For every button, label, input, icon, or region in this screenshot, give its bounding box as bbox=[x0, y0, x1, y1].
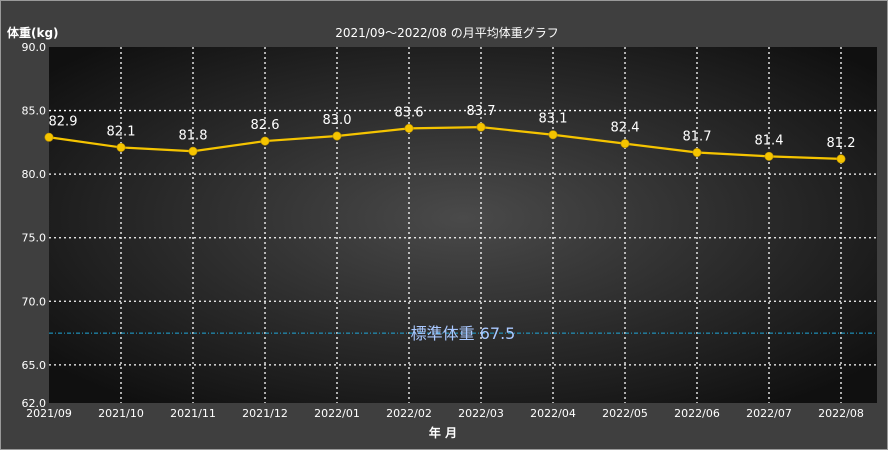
plot-area bbox=[49, 47, 877, 403]
y-tick-label: 62.0 bbox=[22, 397, 47, 410]
data-point bbox=[764, 151, 774, 161]
standard-weight-reference: 標準体重 67.5 bbox=[49, 324, 877, 343]
data-point bbox=[116, 142, 126, 152]
x-tick-label: 2022/03 bbox=[458, 407, 504, 420]
data-label: 81.7 bbox=[683, 130, 712, 145]
data-point bbox=[476, 122, 486, 132]
data-label: 83.6 bbox=[395, 105, 424, 120]
data-label: 82.1 bbox=[107, 124, 136, 139]
data-point bbox=[692, 148, 702, 158]
x-tick-label: 2022/08 bbox=[818, 407, 864, 420]
y-tick-label: 80.0 bbox=[22, 168, 47, 181]
data-point bbox=[620, 139, 630, 149]
chart-title: 2021/09～2022/08 の月平均体重グラフ bbox=[335, 26, 559, 40]
x-axis-label: 年 月 bbox=[429, 425, 457, 440]
data-point bbox=[188, 146, 198, 156]
series-line bbox=[48, 125, 842, 160]
y-axis-label: 体重(kg) bbox=[7, 25, 59, 40]
data-point bbox=[836, 154, 846, 164]
y-tick-label: 90.0 bbox=[22, 41, 47, 54]
x-tick-label: 2022/02 bbox=[386, 407, 432, 420]
series-weight bbox=[44, 122, 846, 164]
y-tick-label: 85.0 bbox=[22, 105, 47, 118]
x-tick-label: 2022/07 bbox=[746, 407, 792, 420]
data-label: 81.2 bbox=[827, 136, 856, 151]
data-point bbox=[332, 131, 342, 141]
data-point bbox=[44, 132, 54, 142]
data-label: 81.8 bbox=[179, 128, 208, 143]
data-label: 83.1 bbox=[539, 112, 568, 127]
data-labels: 82.9 82.1 81.8 82.6 83.0 83.6 83.7 83.1 82.4 81.7… bbox=[49, 104, 856, 151]
x-tick-label: 2021/09 bbox=[26, 407, 72, 420]
data-label: 82.6 bbox=[251, 118, 280, 133]
y-tick-label: 70.0 bbox=[22, 295, 47, 308]
data-point bbox=[548, 130, 558, 140]
x-tick-label: 2022/05 bbox=[602, 407, 648, 420]
data-label: 82.4 bbox=[611, 121, 640, 136]
x-tick-label: 2022/01 bbox=[314, 407, 360, 420]
y-tick-label: 65.0 bbox=[22, 359, 47, 372]
x-tick-label: 2021/12 bbox=[242, 407, 288, 420]
x-tick-label: 2022/04 bbox=[530, 407, 576, 420]
data-label: 82.9 bbox=[49, 114, 78, 129]
y-tick-label: 75.0 bbox=[22, 232, 47, 245]
data-label: 83.0 bbox=[323, 113, 352, 128]
x-axis-ticks: 2021/09 2021/10 2021/11 2021/12 2022/01 2022/… bbox=[26, 407, 864, 420]
x-tick-label: 2021/11 bbox=[170, 407, 216, 420]
data-point bbox=[404, 123, 414, 133]
grid bbox=[49, 47, 877, 403]
reference-label: 標準体重 67.5 bbox=[411, 324, 516, 343]
y-axis-ticks: 62.0 65.0 70.0 75.0 80.0 85.0 90.0 bbox=[22, 41, 47, 410]
x-tick-label: 2022/06 bbox=[674, 407, 720, 420]
data-point bbox=[260, 136, 270, 146]
data-label: 81.4 bbox=[755, 133, 784, 148]
data-label: 83.7 bbox=[467, 104, 496, 119]
x-tick-label: 2021/10 bbox=[98, 407, 144, 420]
